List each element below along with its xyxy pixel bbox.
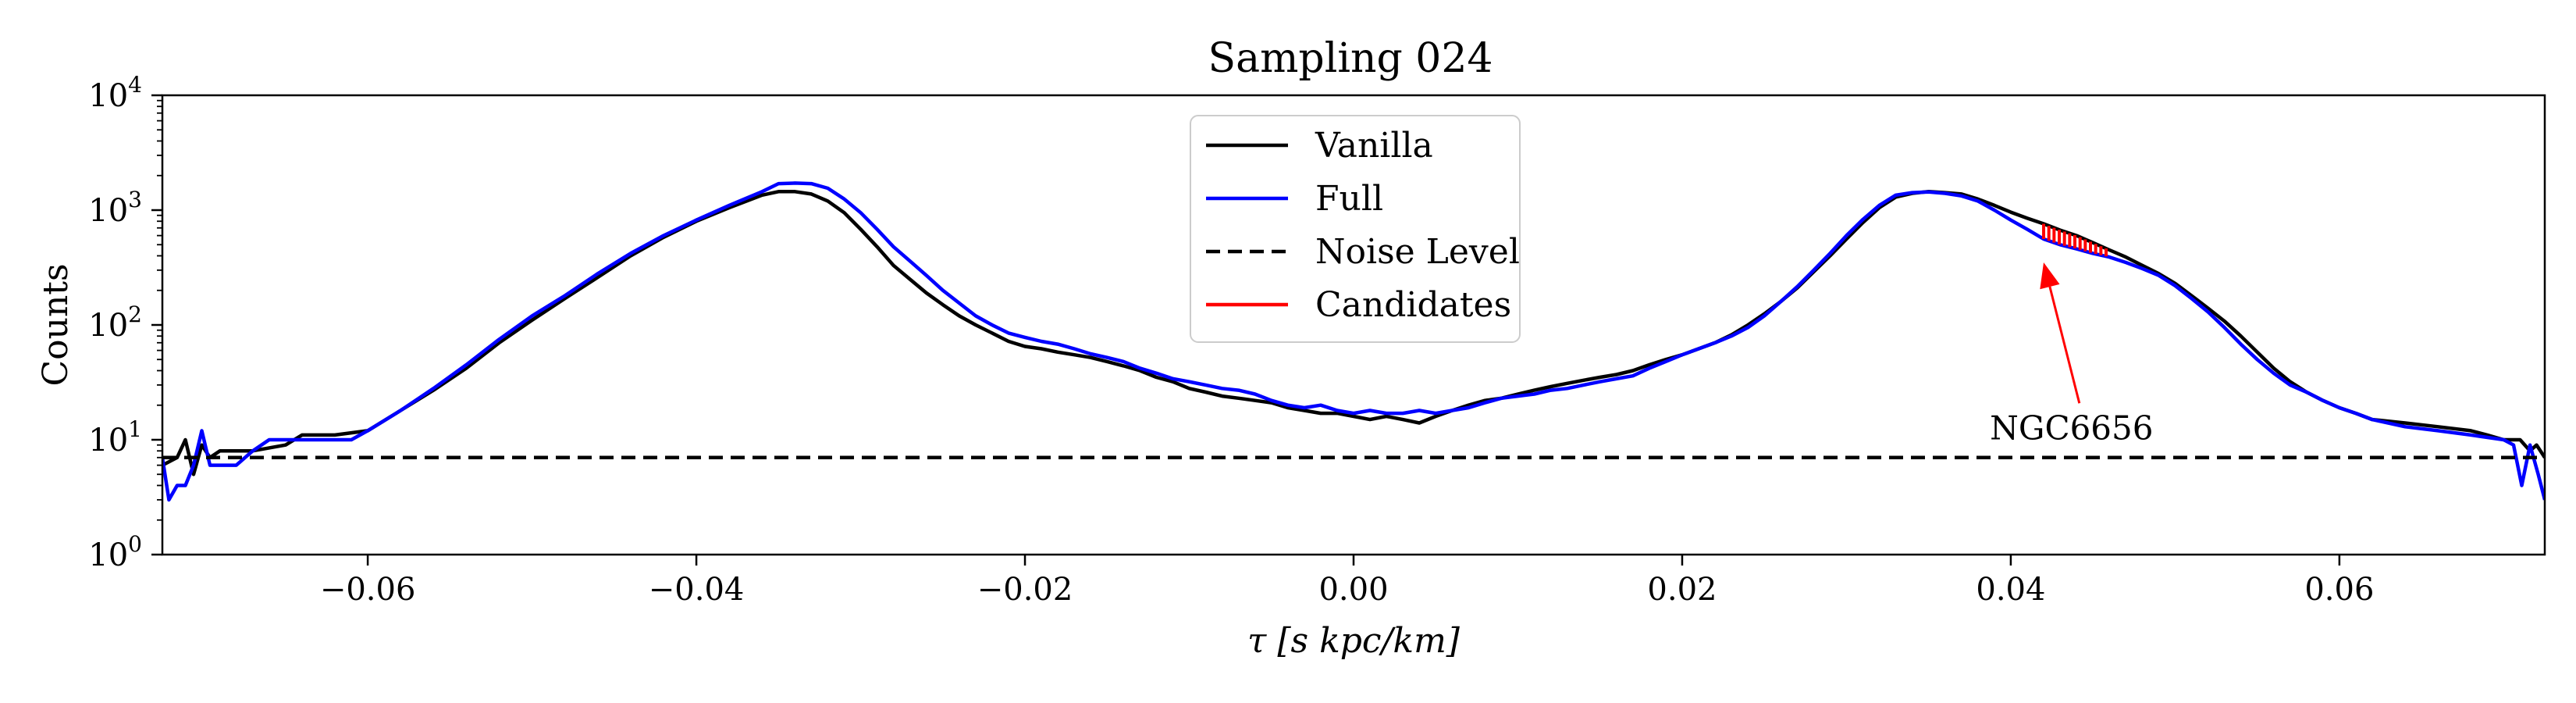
y-axis: 100 101 102 103 104 <box>88 72 162 573</box>
legend-label: Candidates <box>1315 285 1511 325</box>
annotation-label: NGC6656 <box>1990 409 2153 447</box>
y-tick-label: 103 <box>88 187 142 229</box>
x-tick-label: 0.00 <box>1318 572 1388 608</box>
chart-title: Sampling 024 <box>1208 35 1493 82</box>
legend-box <box>1190 115 1521 343</box>
y-axis-label: Counts <box>36 263 76 386</box>
x-axis-label: τ [s kpc/km] <box>1247 621 1461 661</box>
legend-label: Vanilla <box>1315 126 1433 166</box>
legend-label: Noise Level <box>1315 232 1520 272</box>
series-layer <box>162 181 2545 502</box>
x-tick-label: 0.02 <box>1647 572 1717 608</box>
y-tick-label: 104 <box>88 72 142 114</box>
x-axis: −0.06 −0.04 −0.02 0.00 0.02 0.04 0.06 <box>320 555 2374 608</box>
y-tick-label: 100 <box>88 531 142 573</box>
legend-label: Full <box>1315 179 1383 219</box>
x-tick-label: −0.02 <box>977 572 1073 608</box>
legend: Vanilla Full Noise Level Candidates <box>1190 115 1521 343</box>
x-tick-label: 0.04 <box>1976 572 2045 608</box>
annotation-arrow-head <box>2040 262 2060 290</box>
series-line-full <box>162 181 2545 502</box>
x-tick-label: −0.04 <box>649 572 745 608</box>
x-tick-label: 0.06 <box>2304 572 2374 608</box>
annotation-arrow-shaft <box>2048 286 2081 404</box>
y-tick-label: 101 <box>88 416 142 459</box>
x-tick-label: −0.06 <box>320 572 416 608</box>
annotation-layer: NGC6656 <box>1990 262 2153 447</box>
candidate-layer <box>2042 223 2108 257</box>
y-tick-label: 102 <box>88 302 142 344</box>
